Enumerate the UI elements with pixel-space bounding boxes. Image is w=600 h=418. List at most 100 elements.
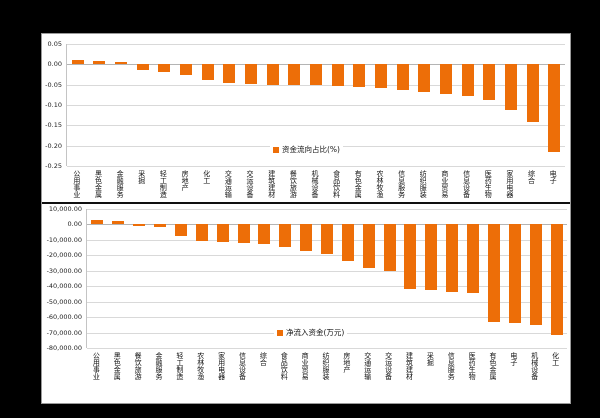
gridline bbox=[87, 301, 567, 303]
bar bbox=[425, 224, 438, 291]
bar bbox=[133, 224, 146, 226]
gridline bbox=[67, 105, 565, 106]
ratio-legend-label: 资金流向占比(%) bbox=[282, 145, 340, 154]
x-axis-label: 商业贸易 bbox=[440, 170, 449, 198]
chart-divider bbox=[42, 202, 570, 204]
gridline bbox=[67, 166, 565, 167]
net-inflow-chart: 10,000.00 0.00 -10,000.00 -20,000.00 -30,000… bbox=[42, 204, 570, 403]
bar bbox=[508, 224, 521, 324]
x-axis-label: 建筑建材 bbox=[267, 170, 276, 198]
bar bbox=[216, 224, 229, 243]
legend-swatch-icon bbox=[273, 146, 279, 153]
x-axis-label: 化工 bbox=[202, 170, 211, 184]
x-axis-label: 家用电器 bbox=[505, 170, 514, 198]
bar bbox=[550, 224, 563, 336]
y-axis-tick-label: -10,000.00 bbox=[46, 235, 82, 244]
gridline bbox=[87, 255, 567, 257]
y-axis-tick-label: -50,000.00 bbox=[46, 297, 82, 306]
bar bbox=[383, 224, 396, 272]
x-axis-label: 化工 bbox=[551, 352, 560, 366]
bar bbox=[396, 64, 409, 90]
bar bbox=[341, 224, 354, 262]
bar bbox=[136, 64, 149, 70]
x-axis-label: 食品饮料 bbox=[280, 352, 289, 380]
bar bbox=[288, 64, 301, 86]
legend-swatch-icon bbox=[277, 329, 283, 336]
x-axis-label: 黑色金属 bbox=[94, 170, 103, 198]
x-axis-label: 房地产 bbox=[342, 352, 351, 373]
x-axis-label: 公用事业 bbox=[72, 170, 81, 198]
bar bbox=[71, 60, 84, 65]
x-axis-label: 轻工制造 bbox=[159, 170, 168, 198]
x-axis-label: 餐饮旅游 bbox=[134, 352, 143, 380]
bar bbox=[180, 64, 193, 76]
x-axis-label: 电子 bbox=[509, 352, 518, 366]
bar bbox=[404, 224, 417, 289]
bar bbox=[300, 224, 313, 252]
gridline bbox=[87, 270, 567, 272]
x-axis-label: 餐饮旅游 bbox=[289, 170, 298, 198]
y-axis-tick-label: -60,000.00 bbox=[46, 313, 82, 322]
y-axis-tick-label: -80,000.00 bbox=[46, 344, 82, 352]
bar bbox=[174, 224, 187, 236]
bar bbox=[279, 224, 292, 248]
y-axis-tick-label: -0.10 bbox=[45, 101, 62, 109]
y-axis-tick-label: -0.20 bbox=[45, 141, 62, 150]
x-axis-label: 综合 bbox=[259, 352, 268, 366]
x-axis-label: 农林牧渔 bbox=[196, 352, 205, 380]
x-axis-label: 金融服务 bbox=[155, 352, 164, 380]
x-axis-label: 黑色金属 bbox=[113, 352, 122, 380]
bar bbox=[93, 61, 106, 65]
x-axis-label: 信息服务 bbox=[397, 170, 406, 198]
x-axis-label: 交通运输 bbox=[224, 170, 233, 198]
gridline bbox=[87, 317, 567, 319]
bar bbox=[237, 224, 250, 243]
gridline bbox=[67, 44, 565, 45]
ratio-plot-area: 资金流向占比(%) bbox=[66, 44, 565, 167]
y-axis-tick-label: -20,000.00 bbox=[46, 251, 82, 260]
bar bbox=[245, 64, 258, 84]
x-axis-label: 交运设备 bbox=[384, 352, 393, 380]
bar bbox=[439, 64, 452, 94]
netflow-plot-area: 净流入资金(万元) bbox=[86, 209, 567, 349]
x-axis-label: 建筑建材 bbox=[405, 352, 414, 380]
y-axis-tick-label: -0.25 bbox=[45, 162, 62, 170]
x-axis-label: 轻工制造 bbox=[175, 352, 184, 380]
gridline bbox=[87, 209, 567, 210]
bar bbox=[201, 64, 214, 80]
ratio-x-axis: 公用事业 黑色金属 金融服务 采掘 轻工制造 房地产 化工 交通运输 交运设备 建筑建材 餐饮旅游 机… bbox=[66, 170, 564, 202]
netflow-y-axis: 10,000.00 0.00 -10,000.00 -20,000.00 -30,000… bbox=[44, 206, 84, 352]
bar bbox=[154, 224, 167, 227]
bar bbox=[158, 64, 171, 73]
x-axis-label: 有色金属 bbox=[488, 352, 497, 380]
netflow-legend-label: 净流入资金(万元) bbox=[286, 328, 345, 337]
x-axis-label: 机械设备 bbox=[311, 170, 319, 198]
y-axis-tick-label: 0.00 bbox=[67, 220, 82, 229]
bar bbox=[504, 64, 517, 110]
bar bbox=[483, 64, 496, 101]
y-axis-tick-label: -30,000.00 bbox=[46, 266, 82, 275]
bar bbox=[112, 221, 125, 225]
bar bbox=[487, 224, 500, 323]
bar bbox=[331, 64, 344, 87]
y-axis-tick-label: -0.15 bbox=[45, 121, 62, 130]
bar bbox=[548, 64, 561, 152]
x-axis-label: 采掘 bbox=[426, 352, 435, 366]
bar bbox=[321, 224, 333, 254]
gridline bbox=[87, 348, 567, 349]
bar bbox=[258, 224, 271, 245]
y-axis-tick-label: -0.05 bbox=[45, 80, 62, 89]
x-axis-label: 医药生物 bbox=[468, 352, 477, 380]
bar bbox=[374, 64, 387, 88]
x-axis-label: 房地产 bbox=[181, 170, 190, 191]
bar bbox=[529, 224, 542, 326]
capital-flow-ratio-chart: 0.05 0.00 -0.05 -0.10 -0.15 -0.20 -0.25 资金流向占比… bbox=[42, 34, 570, 202]
x-axis-label: 商业贸易 bbox=[301, 352, 310, 380]
gridline bbox=[87, 286, 567, 288]
x-axis-label: 信息设备 bbox=[238, 352, 247, 380]
netflow-x-axis: 公用事业 黑色金属 餐饮旅游 金融服务 轻工制造 农林牧渔 家用电器 信息设备 综合 食品饮料 商业… bbox=[86, 352, 566, 402]
x-axis-label: 公用事业 bbox=[92, 352, 101, 380]
x-axis-label: 信息服务 bbox=[447, 352, 456, 380]
bar bbox=[461, 64, 474, 97]
